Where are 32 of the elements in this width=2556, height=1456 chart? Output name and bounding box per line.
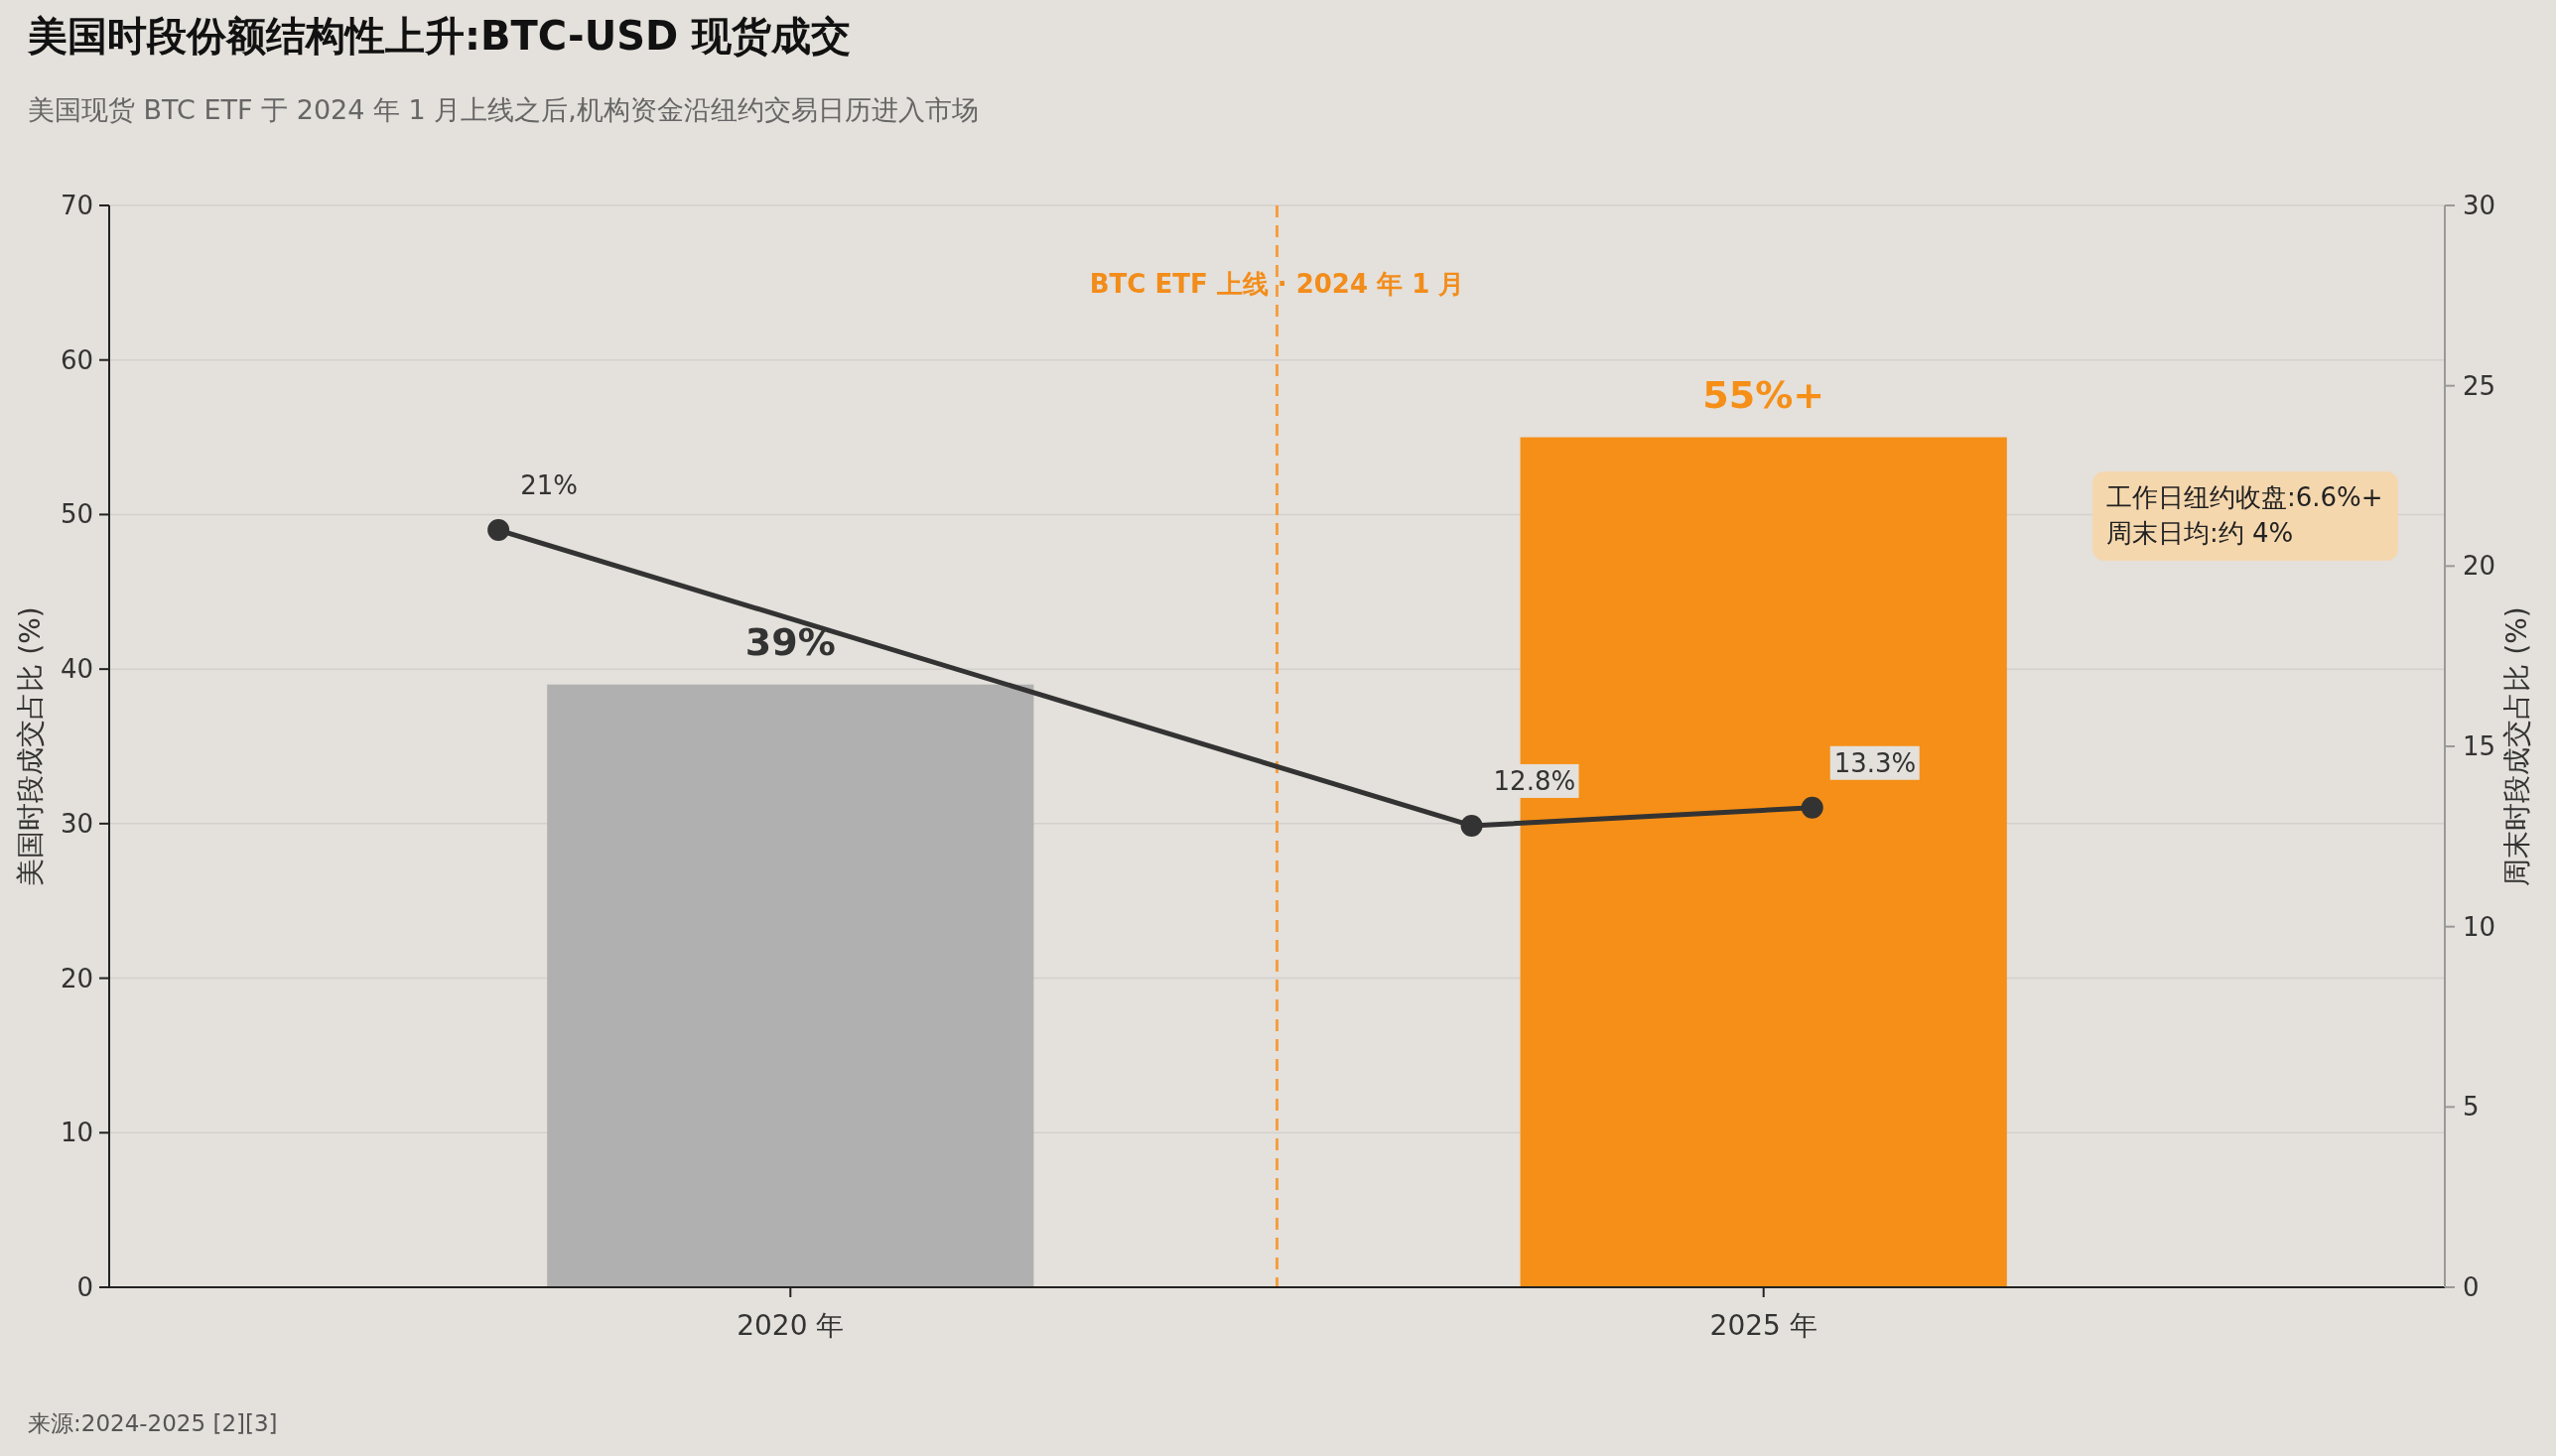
x-tick-label: 2020 年 (737, 1309, 845, 1342)
y2-axis-title: 周末时段成交占比 (%) (2500, 606, 2533, 886)
y-tick-label: 70 (60, 191, 93, 220)
y2-tick-label: 30 (2463, 191, 2496, 220)
y-tick-label: 20 (60, 963, 93, 993)
y2-tick-label: 10 (2463, 911, 2496, 942)
annotation: 工作日纽约收盘:6.6%+ 周末日均:约 4% (2106, 482, 2383, 548)
y-tick-label: 30 (60, 808, 93, 839)
y-tick-label: 50 (60, 499, 93, 530)
y-tick-label: 60 (60, 344, 93, 375)
y2-tick-label: 20 (2463, 551, 2496, 582)
y-tick-label: 40 (60, 654, 93, 685)
chart-subtitle: 美国现货 BTC ETF 于 2024 年 1 月上线之后,机构资金沿纽约交易日历进入市场 (28, 94, 979, 125)
point (1460, 814, 1483, 837)
y2-tick-label: 25 (2463, 370, 2496, 401)
ref-line-label: BTC ETF 上线 · 2024 年 1 月 (1089, 269, 1465, 299)
data-label: 39% (744, 619, 836, 664)
source-note: 来源:2024-2025 [2][3] (28, 1410, 278, 1436)
y2-tick-label: 15 (2463, 731, 2496, 761)
data-label: 55%+ (1702, 372, 1825, 417)
point (1801, 796, 1823, 819)
chart-title: 美国时段份额结构性上升:BTC-USD 现货成交 (27, 13, 852, 59)
y-tick-label: 0 (76, 1272, 93, 1302)
data-label: 13.3% (1833, 747, 1917, 778)
y2-tick-label: 0 (2463, 1272, 2480, 1302)
y-axis-title: 美国时段成交占比 (%) (14, 606, 47, 886)
data-label: 21% (520, 470, 578, 500)
y-tick-label: 10 (60, 1118, 93, 1148)
y2-tick-label: 5 (2463, 1092, 2480, 1123)
data-label: 12.8% (1493, 765, 1576, 796)
x-tick-label: 2025 年 (1709, 1309, 1817, 1342)
point (487, 519, 510, 541)
